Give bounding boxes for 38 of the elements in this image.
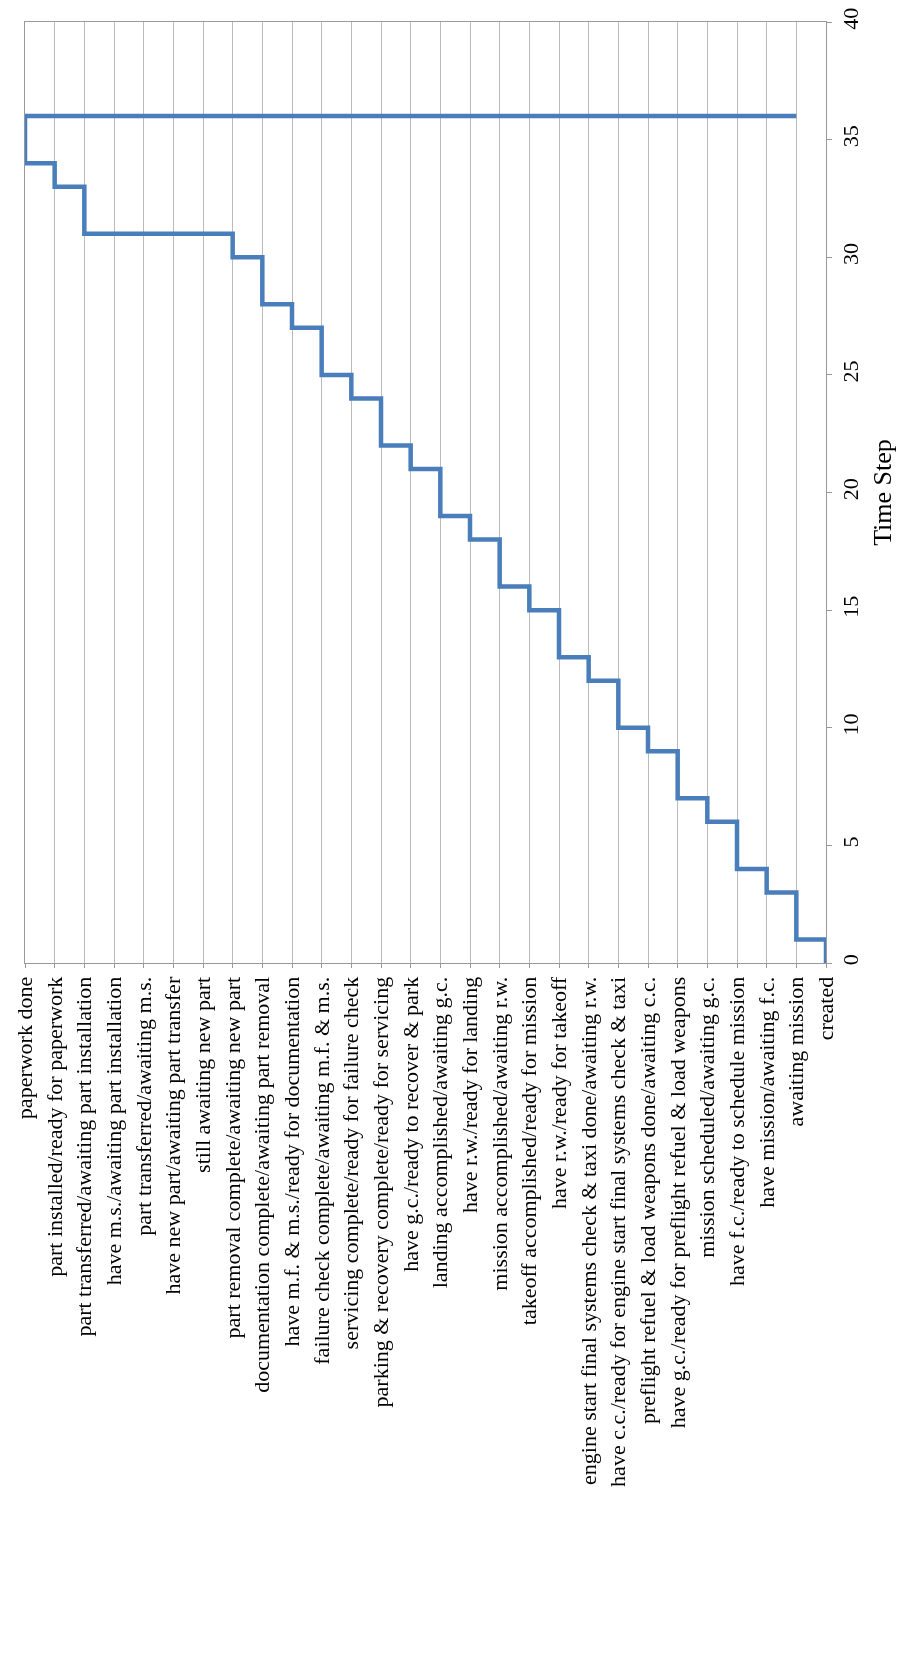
x-tick-label: engine start final systems check & taxi done/awaiting r.w. <box>575 976 601 1485</box>
y-tick-label: 20 <box>838 478 864 501</box>
x-tick-label: awaiting mission <box>783 976 809 1127</box>
x-tick-label: part installed/ready for paperwork <box>41 976 67 1277</box>
x-tick-label: failure check complete/awaiting m.f. & m.s. <box>308 976 334 1365</box>
x-tick-label: created <box>813 976 839 1041</box>
x-tick-label: have r.w./ready for landing <box>457 976 483 1214</box>
y-tick-label: 10 <box>838 713 864 736</box>
y-axis-title: Time Step <box>868 439 898 546</box>
y-tick-label: 5 <box>838 836 864 848</box>
y-tick-label: 15 <box>838 595 864 618</box>
x-tick-label: takeoff accomplished/ready for mission <box>516 976 542 1326</box>
y-tick-label: 0 <box>838 954 864 966</box>
y-tick-label: 25 <box>838 360 864 383</box>
y-tick-label: 30 <box>838 242 864 265</box>
x-tick-label: have c.c./ready for engine start final systems check & taxi <box>605 976 631 1487</box>
x-tick-label: have m.s./awaiting part installation <box>101 976 127 1286</box>
x-tick-label: have g.c./ready for preflight refuel & load weapons <box>664 976 690 1429</box>
x-tick-label: parking & recovery complete/ready for servicing <box>368 976 394 1408</box>
x-tick-label: landing accomplished/awaiting g.c. <box>427 976 453 1289</box>
x-tick-label: have m.f. & m.s./ready for documentation <box>279 976 305 1347</box>
x-tick-label: documentation complete/awaiting part removal <box>249 976 275 1393</box>
x-tick-label: part transferred/awaiting m.s. <box>130 976 156 1236</box>
x-tick-label: have new part/awaiting part transfer <box>160 976 186 1295</box>
x-tick-label: have g.c./ready to recover & park <box>397 976 423 1272</box>
x-tick-label: preflight refuel & load weapons done/awaiting c.c. <box>635 976 661 1424</box>
x-tick-label: servicing complete/ready for failure check <box>338 976 364 1350</box>
x-tick-label: mission accomplished/awaiting r.w. <box>486 976 512 1291</box>
x-tick-label: have f.c./ready to schedule mission <box>724 976 750 1286</box>
x-tick-label: part removal complete/awaiting new part <box>219 976 245 1339</box>
x-tick-label: have r.w./ready for takeoff <box>546 976 572 1209</box>
x-tick-label: have mission/awaiting f.c. <box>753 976 779 1208</box>
y-tick-label: 40 <box>838 7 864 30</box>
y-tick-label: 35 <box>838 125 864 148</box>
x-tick-label: paperwork done <box>12 976 38 1120</box>
x-tick-label: still awaiting new part <box>190 976 216 1173</box>
x-tick-label: mission scheduled/awaiting g.c. <box>694 976 720 1258</box>
x-tick-label: part transferred/awaiting part installation <box>71 976 97 1337</box>
